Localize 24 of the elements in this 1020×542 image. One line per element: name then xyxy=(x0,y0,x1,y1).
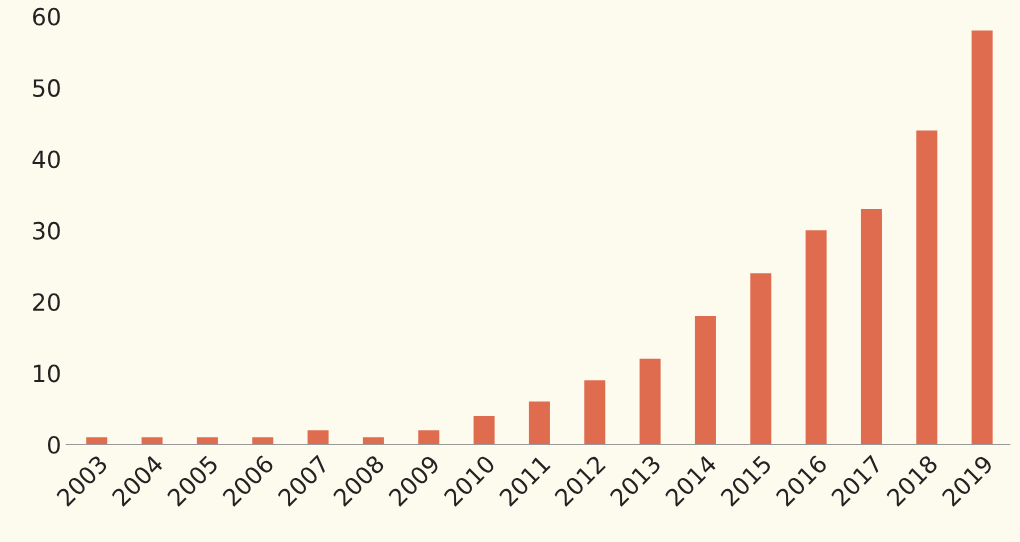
bar xyxy=(86,437,108,445)
y-tick-label: 20 xyxy=(33,293,60,312)
bar xyxy=(805,230,827,445)
bar xyxy=(307,430,329,445)
bar xyxy=(141,437,163,445)
bar xyxy=(252,437,274,445)
bar xyxy=(639,358,661,445)
bar xyxy=(528,401,550,445)
bar xyxy=(473,415,495,445)
bar xyxy=(418,430,440,445)
y-tick-label: 0 xyxy=(47,435,60,454)
bar xyxy=(860,208,882,445)
bar xyxy=(916,130,938,445)
bar xyxy=(196,437,218,445)
y-tick-label: 30 xyxy=(33,221,60,240)
bar xyxy=(971,30,993,445)
bar xyxy=(584,380,606,445)
y-tick-label: 50 xyxy=(33,79,60,97)
y-tick-label: 10 xyxy=(33,364,60,383)
bar xyxy=(694,315,716,445)
bar xyxy=(750,273,772,445)
bar xyxy=(362,437,384,445)
y-tick-label: 40 xyxy=(32,150,60,169)
y-tick-label: 60 xyxy=(33,7,60,26)
